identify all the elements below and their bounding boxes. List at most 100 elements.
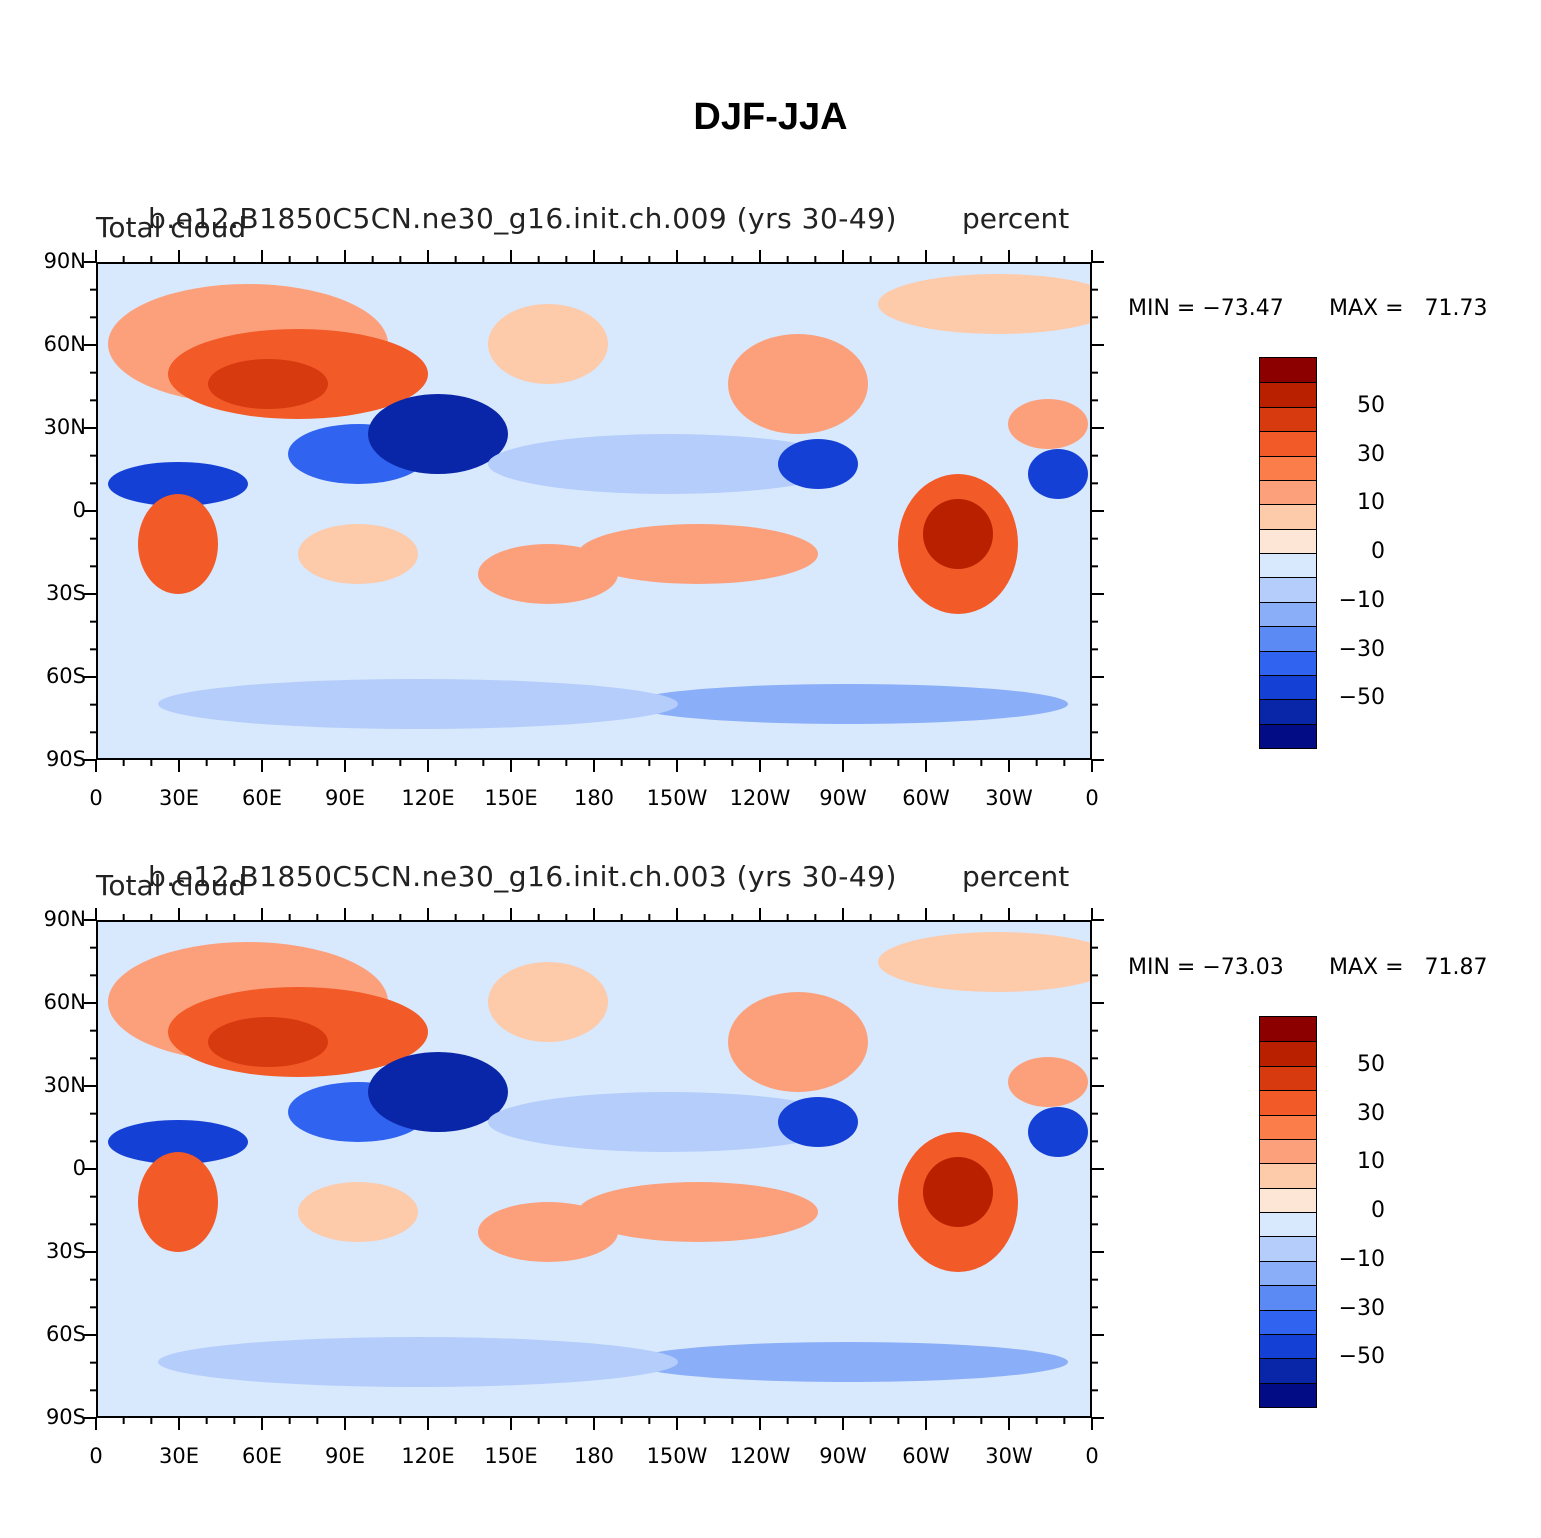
contour-region [488, 434, 848, 494]
max-label: MAX = 71.73 [1329, 296, 1488, 321]
lon-tick-label: 60W [902, 1444, 950, 1468]
contour-region [368, 394, 508, 474]
contour-region [578, 1182, 818, 1242]
lat-tick-label: 90S [45, 1405, 86, 1429]
lon-tick-label: 120W [729, 786, 791, 810]
lat-tick-label: 30S [45, 1239, 86, 1263]
lat-tick-label: 30S [45, 581, 86, 605]
lon-tick-label: 180 [573, 786, 615, 810]
contour-region [478, 544, 618, 604]
map-panel-2 [96, 920, 1092, 1418]
lon-tick-label: 150W [646, 1444, 708, 1468]
units-label: percent [962, 860, 1070, 893]
legend-swatch [1260, 1382, 1316, 1407]
legend-label: 10 [1357, 490, 1385, 516]
max-label: MAX = 71.87 [1329, 955, 1488, 980]
contour-region [578, 524, 818, 584]
legend-label: 10 [1357, 1149, 1385, 1175]
legend-label: −50 [1338, 1344, 1385, 1370]
lat-tick-label: 90S [45, 747, 86, 771]
legend-swatch [1260, 1138, 1316, 1164]
lat-tick-label: 60S [45, 1322, 86, 1346]
contour-map-1 [98, 264, 1090, 758]
legend-swatch [1260, 504, 1316, 529]
legend-swatch [1260, 577, 1316, 602]
legend-swatch [1260, 1017, 1316, 1042]
lon-tick-label: 60E [242, 1444, 282, 1468]
lon-tick-label: 150E [484, 786, 538, 810]
legend-label: 30 [1357, 1100, 1385, 1126]
contour-region [138, 494, 218, 594]
lat-tick-label: 30N [43, 415, 86, 439]
contour-region [138, 1152, 218, 1252]
legend-swatch [1260, 626, 1316, 651]
contour-region [208, 359, 328, 409]
case-title: b.e12.B1850C5CN.ne30_g16.init.ch.003 (yr… [148, 860, 897, 893]
lon-tick-label: 90E [325, 786, 365, 810]
lon-tick-label: 90W [819, 786, 867, 810]
lat-tick-label: 90N [43, 907, 86, 931]
lon-tick-label: 0 [1085, 1444, 1099, 1468]
page-title: DJF-JJA [693, 96, 848, 138]
legend-swatch [1260, 1090, 1316, 1115]
lat-tick-label: 30N [43, 1073, 86, 1097]
legend-swatch [1260, 528, 1316, 553]
lon-tick-label: 90E [325, 1444, 365, 1468]
lon-tick-label: 30E [159, 1444, 199, 1468]
lon-tick-label: 120W [729, 1444, 791, 1468]
contour-region [488, 1092, 848, 1152]
lat-tick-label: 0 [72, 498, 86, 522]
map-panel-1 [96, 262, 1092, 760]
legend-swatch [1260, 1163, 1316, 1188]
lon-tick-label: 30W [985, 786, 1033, 810]
legend-label: 0 [1371, 539, 1385, 564]
lon-tick-label: 120E [401, 786, 455, 810]
legend-swatch [1260, 699, 1316, 724]
lon-tick-label: 150W [646, 786, 708, 810]
legend-swatch [1260, 1114, 1316, 1139]
legend-swatch [1260, 1041, 1316, 1066]
legend-label: 30 [1357, 441, 1385, 467]
contour-region [1008, 399, 1088, 449]
variable-label: Total cloud [96, 869, 247, 902]
lat-tick-label: 0 [72, 1156, 86, 1180]
legend-swatch [1260, 1212, 1316, 1237]
legend-swatch [1260, 553, 1316, 578]
lat-tick-label: 60N [43, 332, 86, 356]
legend-swatch [1260, 1187, 1316, 1212]
legend-swatch [1260, 1333, 1316, 1359]
contour-region [108, 462, 248, 506]
legend-swatch [1260, 1260, 1316, 1286]
legend-swatch [1260, 1309, 1316, 1334]
lon-tick-label: 0 [89, 786, 103, 810]
lon-tick-label: 60W [902, 786, 950, 810]
contour-region [628, 1342, 1068, 1382]
contour-region [488, 962, 608, 1042]
legend-swatch [1260, 382, 1316, 407]
legend-swatch [1260, 650, 1316, 675]
legend-label: −10 [1338, 1246, 1385, 1272]
contour-map-2 [98, 922, 1090, 1416]
legend-swatch [1260, 479, 1316, 505]
legend-swatch [1260, 1065, 1316, 1091]
legend-label: −30 [1338, 636, 1385, 662]
lon-tick-label: 30E [159, 786, 199, 810]
contour-region [728, 992, 868, 1092]
legend-swatch [1260, 1358, 1316, 1383]
contour-region [478, 1202, 618, 1262]
legend-label: 0 [1371, 1198, 1385, 1223]
legend-label: 50 [1357, 1051, 1385, 1077]
lon-tick-label: 0 [89, 1444, 103, 1468]
contour-region [208, 1017, 328, 1067]
contour-region [108, 1120, 248, 1164]
contour-region [368, 1052, 508, 1132]
lon-tick-label: 0 [1085, 786, 1099, 810]
legend-swatch [1260, 601, 1316, 627]
legend-label: −10 [1338, 587, 1385, 613]
lon-tick-label: 150E [484, 1444, 538, 1468]
legend-swatch [1260, 406, 1316, 432]
lat-tick-label: 60S [45, 664, 86, 688]
lon-tick-label: 90W [819, 1444, 867, 1468]
